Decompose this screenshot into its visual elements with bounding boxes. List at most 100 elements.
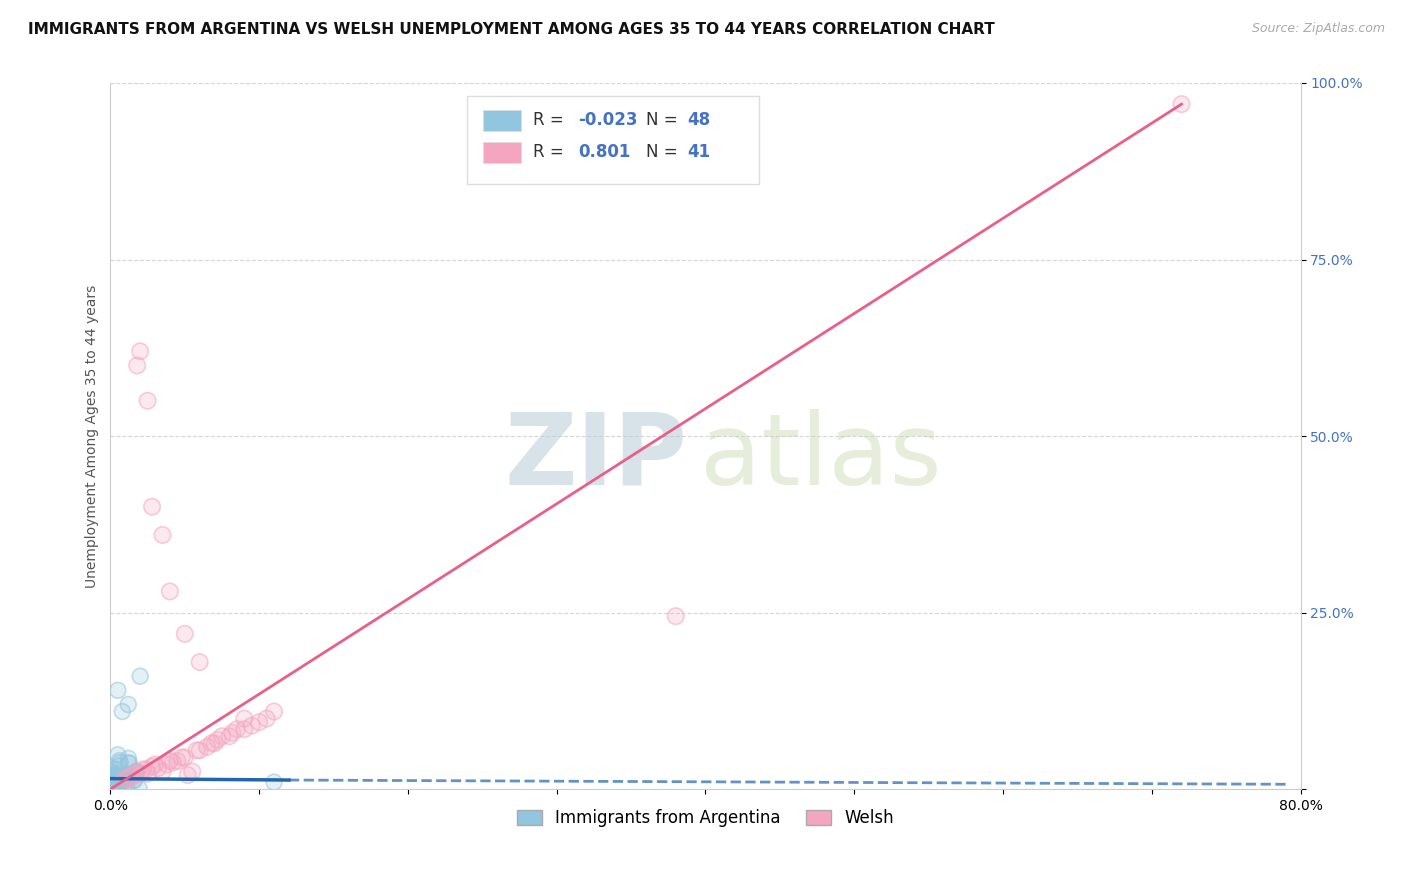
Point [104,781,127,796]
Point [141,759,163,773]
Point [159,754,181,768]
Point [128,780,150,795]
Point [108,772,131,787]
Point [105,769,128,783]
Point [124,772,146,787]
Point [173,627,195,641]
Point [104,778,127,792]
Point [166,754,188,768]
Point [240,719,263,733]
Point [118,756,141,771]
Point [125,764,148,779]
Point [263,705,285,719]
Point [111,773,134,788]
Text: N =: N = [645,143,683,161]
Point [247,715,270,730]
Point [188,655,211,669]
Point [112,769,135,783]
Point [117,698,139,712]
Point [233,722,256,736]
Point [162,756,184,770]
Point [129,766,152,780]
Text: IMMIGRANTS FROM ARGENTINA VS WELSH UNEMPLOYMENT AMONG AGES 35 TO 44 YEARS CORREL: IMMIGRANTS FROM ARGENTINA VS WELSH UNEMP… [28,22,995,37]
Point [103,762,125,776]
Point [221,725,243,739]
Point [108,759,131,773]
Point [127,359,149,373]
Point [121,770,143,784]
Point [129,766,152,780]
Point [188,655,211,669]
Point [107,683,129,698]
Point [129,669,152,683]
Point [118,756,141,770]
Point [125,764,148,779]
Text: 41: 41 [688,143,711,161]
Point [263,775,285,789]
Text: -0.023: -0.023 [578,112,638,129]
Point [110,775,132,789]
Point [152,764,174,779]
Point [101,780,124,794]
Point [129,344,152,359]
Point [136,766,159,780]
Point [122,768,145,782]
Point [110,777,132,791]
Point [186,743,208,757]
Point [117,751,139,765]
Point [143,757,166,772]
Point [101,780,124,794]
Point [104,781,127,796]
Point [127,764,149,779]
Point [122,774,145,789]
Point [136,766,159,780]
Point [112,773,135,788]
Point [112,772,135,787]
Point [256,712,278,726]
Point [186,743,208,757]
Point [105,769,128,783]
Point [104,773,127,788]
Point [188,743,211,757]
Point [107,781,129,796]
Point [225,722,247,736]
Point [207,732,229,747]
Point [170,750,193,764]
Point [152,528,174,542]
Point [103,775,125,789]
Point [100,764,122,778]
Text: 0.801: 0.801 [578,143,630,161]
Point [105,780,128,794]
Point [218,729,240,743]
Point [159,754,181,768]
Point [112,769,135,783]
Point [146,761,169,775]
Point [233,712,256,726]
Point [103,774,125,789]
Point [107,769,129,783]
Text: N =: N = [645,112,683,129]
Point [152,764,174,779]
Point [111,775,134,789]
Text: R =: R = [533,143,569,161]
Point [118,770,141,784]
Point [118,756,141,771]
Point [195,739,218,754]
Point [195,739,218,754]
Point [117,698,139,712]
Point [156,757,179,772]
Point [233,712,256,726]
Point [108,759,131,773]
Point [107,766,129,780]
Text: ZIP: ZIP [505,409,688,506]
Point [141,759,163,773]
Point [103,774,125,789]
Point [107,747,129,762]
Point [112,772,135,787]
Point [207,732,229,747]
Point [105,780,128,794]
Point [170,750,193,764]
Point [122,768,145,782]
Point [111,773,134,788]
Point [156,757,179,772]
